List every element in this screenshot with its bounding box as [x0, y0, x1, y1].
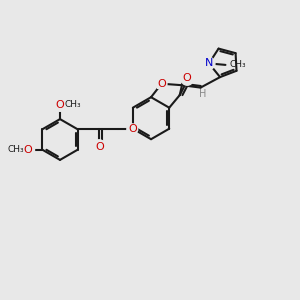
Text: CH₃: CH₃ — [229, 60, 246, 69]
Text: O: O — [56, 100, 64, 110]
Circle shape — [181, 73, 193, 85]
Text: O: O — [24, 145, 32, 155]
Circle shape — [93, 140, 105, 152]
Text: H: H — [199, 89, 207, 99]
Text: O: O — [128, 124, 136, 134]
Text: O: O — [183, 73, 192, 83]
Circle shape — [127, 124, 138, 135]
Text: CH₃: CH₃ — [64, 100, 81, 109]
Circle shape — [21, 143, 34, 156]
Text: CH₃: CH₃ — [7, 145, 24, 154]
Text: O: O — [157, 79, 166, 89]
Circle shape — [156, 78, 167, 89]
Text: O: O — [95, 142, 103, 152]
Text: N: N — [205, 58, 213, 68]
Circle shape — [53, 98, 67, 111]
Circle shape — [203, 57, 215, 69]
